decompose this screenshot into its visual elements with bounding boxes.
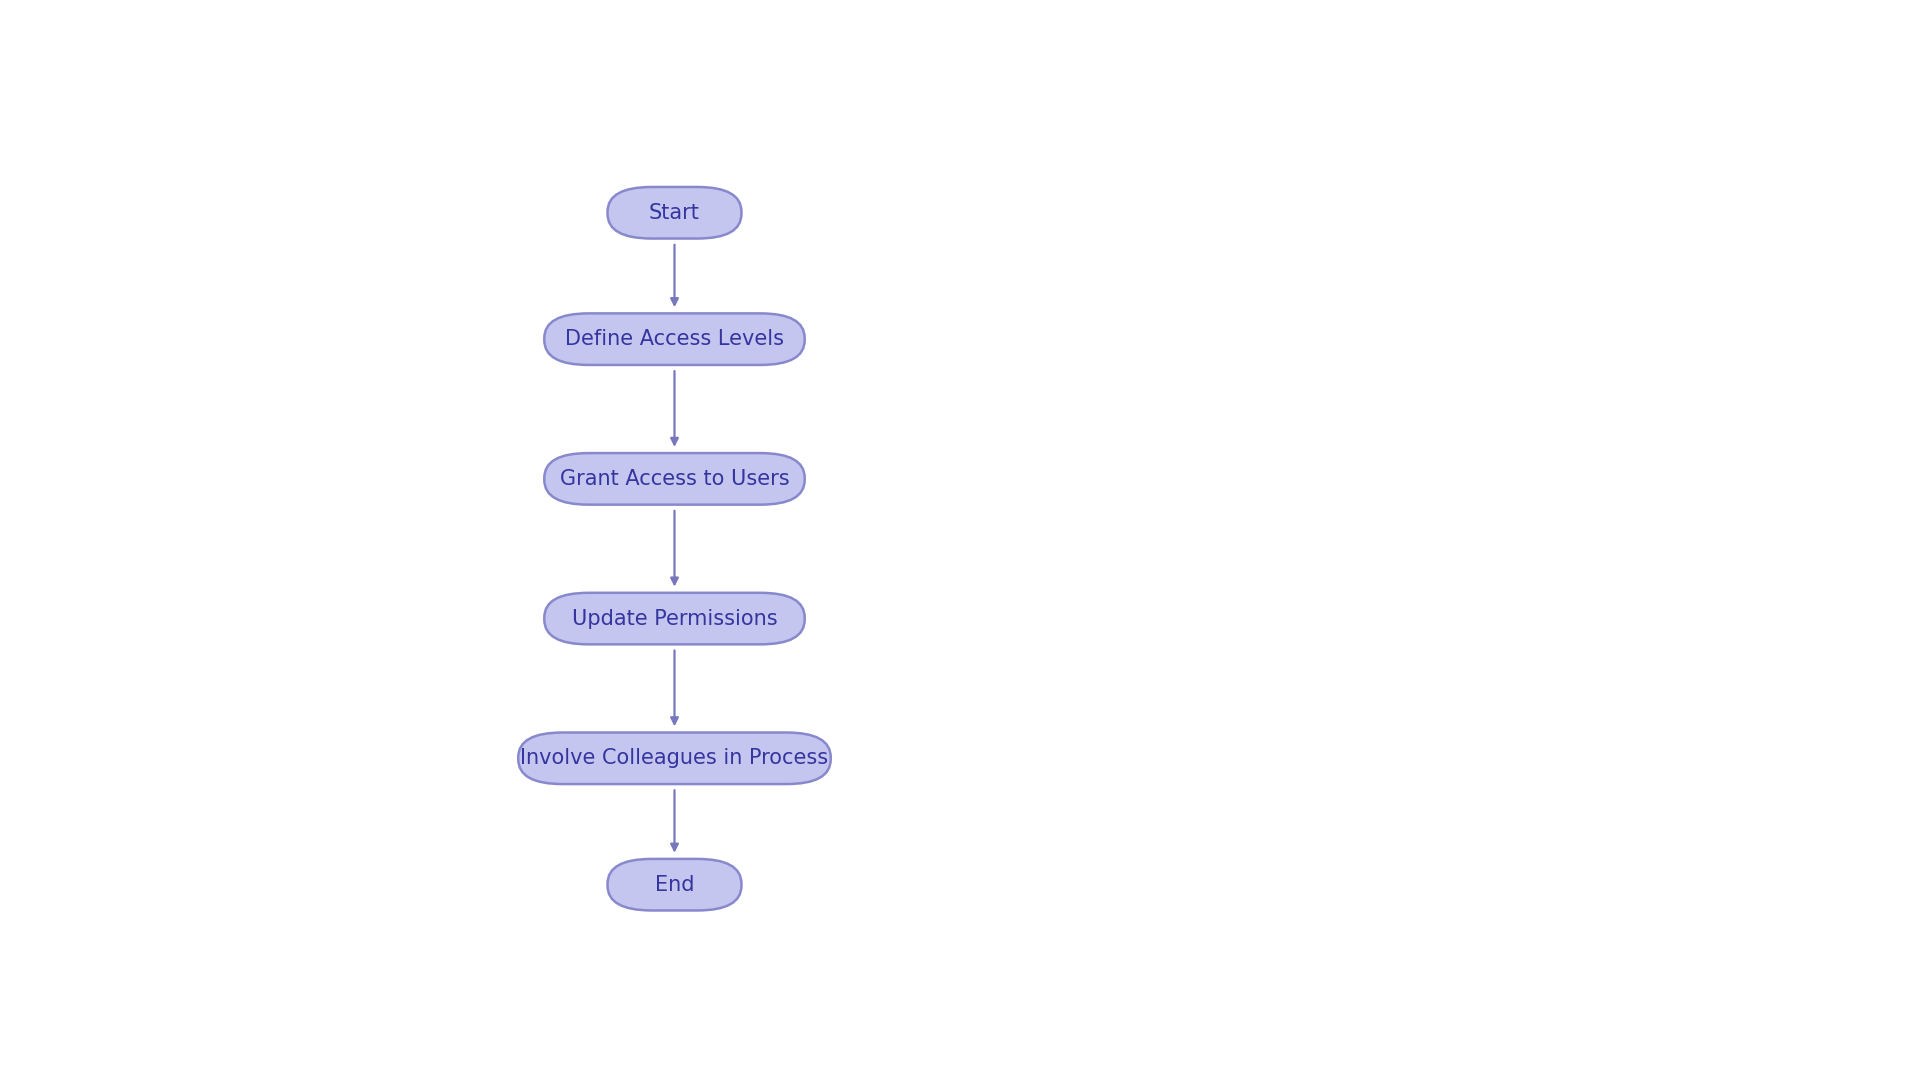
Text: Define Access Levels: Define Access Levels [564,329,783,349]
FancyBboxPatch shape [518,732,831,784]
FancyBboxPatch shape [607,187,741,239]
FancyBboxPatch shape [607,859,741,910]
FancyBboxPatch shape [543,593,804,645]
FancyBboxPatch shape [543,313,804,365]
Text: End: End [655,875,695,894]
Text: Update Permissions: Update Permissions [572,609,778,629]
Text: Start: Start [649,203,701,222]
Text: Involve Colleagues in Process: Involve Colleagues in Process [520,748,829,768]
FancyBboxPatch shape [543,454,804,504]
Text: Grant Access to Users: Grant Access to Users [561,469,789,489]
